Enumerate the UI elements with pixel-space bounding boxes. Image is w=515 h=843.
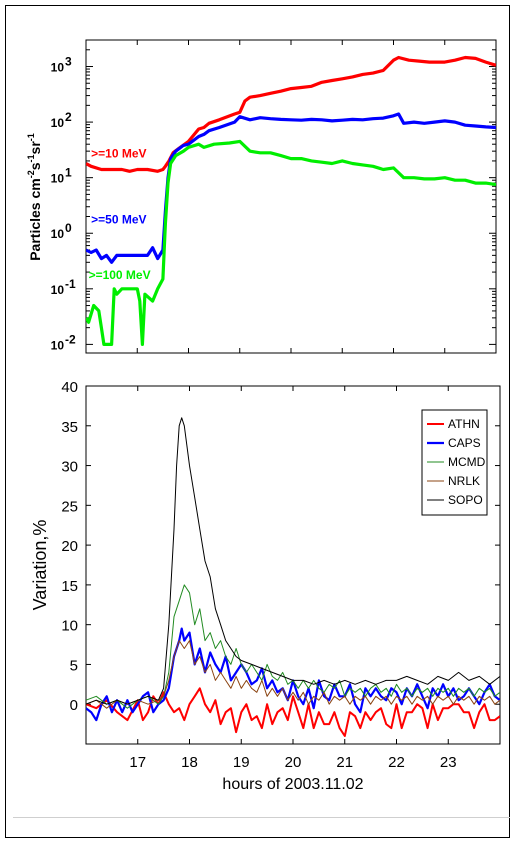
legend-label-sopo: SOPO xyxy=(448,493,483,507)
top-y-axis-title-part: sr xyxy=(27,141,43,155)
bottom-xtick-label: 23 xyxy=(440,754,457,771)
top-y-axis-title: Particles cm-2s-1sr-1 xyxy=(26,133,43,261)
top-ytick-exponent: -1 xyxy=(65,277,76,291)
top-ytick-label: 10 xyxy=(51,227,65,241)
top-series-group xyxy=(86,55,496,346)
top-ytick-label: 10 xyxy=(51,61,65,75)
legend-label-nrlk: NRLK xyxy=(448,474,480,488)
top-series-line-1 xyxy=(86,112,496,264)
top-ytick-exponent: 3 xyxy=(65,55,72,69)
top-ytick-exponent: -2 xyxy=(65,332,76,346)
bottom-ytick-label: 0 xyxy=(70,697,78,714)
top-series-label-0: >=10 MeV xyxy=(91,147,146,161)
bottom-ytick-label: 35 xyxy=(61,419,78,436)
bottom-ytick-label: 10 xyxy=(61,618,78,635)
top-y-axis-title-sup: -2 xyxy=(26,170,36,178)
bottom-ytick-label: 30 xyxy=(61,459,78,476)
bottom-ytick-label: 15 xyxy=(61,578,78,595)
legend-label-mcmd: MCMD xyxy=(448,455,486,469)
bottom-series-line-sopo xyxy=(86,417,500,705)
legend-label-athn: ATHN xyxy=(448,417,480,431)
bottom-xtick-label: 20 xyxy=(285,754,302,771)
top-ytick-label: 10 xyxy=(51,283,65,297)
top-y-axis-title-sup: -1 xyxy=(26,154,36,162)
bottom-xtick-label: 21 xyxy=(336,754,353,771)
top-ytick-label: 10 xyxy=(51,116,65,130)
bottom-ytick-label: 40 xyxy=(61,379,78,396)
top-plot-area xyxy=(85,39,497,354)
bottom-y-axis-title: Variation,% xyxy=(30,520,50,611)
top-series-label-2: >=100 MeV xyxy=(89,268,151,282)
bottom-series-line-mcmd xyxy=(86,584,500,709)
bottom-x-axis-title: hours of 2003.11.02 xyxy=(222,776,363,793)
bottom-series-line-athn xyxy=(86,687,500,737)
top-series-line-2 xyxy=(86,139,496,346)
top-series-label-1: >=50 MeV xyxy=(91,212,146,226)
bottom-xtick-label: 17 xyxy=(129,754,146,771)
bottom-series-line-nrlk xyxy=(86,640,500,709)
top-ytick-exponent: 1 xyxy=(65,166,72,180)
top-ytick-exponent: 0 xyxy=(65,221,72,235)
bottom-divider xyxy=(13,817,510,818)
bottom-ytick-label: 20 xyxy=(61,538,78,555)
top-ytick-label: 10 xyxy=(51,338,65,352)
bottom-series-line-caps xyxy=(86,627,500,722)
top-y-axis-title-part: Particles cm xyxy=(27,178,43,261)
top-y-axis-title-sup: -1 xyxy=(26,133,36,141)
legend-label-caps: CAPS xyxy=(448,436,481,450)
top-ytick-exponent: 2 xyxy=(65,110,72,124)
bottom-xtick-label: 19 xyxy=(233,754,250,771)
top-ytick-label: 10 xyxy=(51,172,65,186)
bottom-ytick-label: 25 xyxy=(61,498,78,515)
top-y-axis-title-part: s xyxy=(27,162,43,170)
top-series-line-0 xyxy=(86,55,496,173)
bottom-series-group xyxy=(86,417,500,737)
bottom-ytick-label: 5 xyxy=(70,657,78,674)
bottom-xtick-label: 18 xyxy=(181,754,198,771)
bottom-xtick-label: 22 xyxy=(388,754,405,771)
